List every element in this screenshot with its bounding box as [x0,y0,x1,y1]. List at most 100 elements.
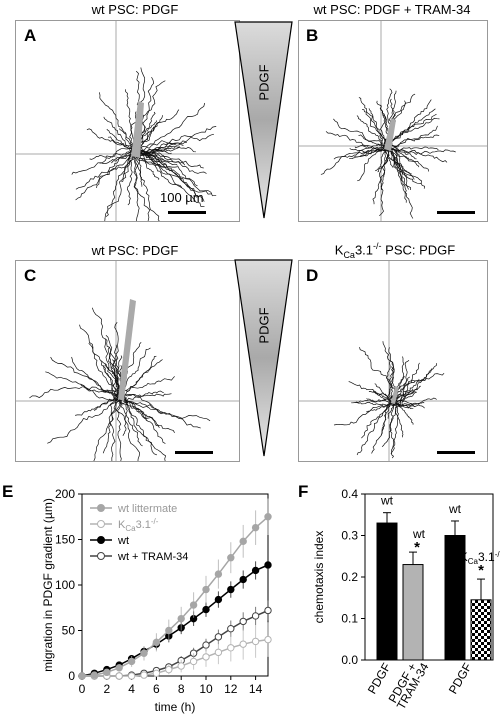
data-point [177,614,185,623]
cell-trajectory [71,146,132,175]
bar-label: wt [448,502,462,516]
legend-label: wt [117,535,129,547]
x-tick-label: 4 [128,682,135,696]
y-tick-label: 200 [55,487,75,501]
x-axis-label: time (h) [155,700,196,714]
cell-trajectory [140,133,214,149]
data-point [214,648,223,657]
data-point [115,664,123,672]
x-tick-label: 0 [79,682,86,696]
x-tick-label: 6 [153,682,160,696]
y-tick-label: 0.3 [341,529,358,543]
panel-b-trajectories [299,21,487,221]
cell-trajectory [351,402,390,408]
cell-trajectory [80,383,120,396]
legend-marker [97,520,105,528]
bar [470,599,492,661]
panel-c-title: wt PSC: PDGF [91,243,179,258]
bar-label: KCa3.1-/- [460,550,500,566]
cell-trajectory [123,400,211,422]
data-point [239,575,247,584]
panel-f-letter: F [298,482,309,501]
x-tick-label: 2 [103,682,110,696]
cell-trajectory [333,118,390,147]
data-point [202,585,210,594]
cell-trajectory [79,324,119,400]
gradient-wedge-top [234,21,293,219]
cell-trajectory [396,363,437,401]
y-tick-label: 0.4 [341,487,358,501]
cell-trajectory [116,397,160,428]
cell-trajectory [71,356,119,400]
data-point [227,644,235,652]
panel-d-trajectories [299,261,487,461]
panel-a-letter: A [24,26,37,45]
cell-trajectory [381,134,440,151]
cell-trajectory [388,366,394,397]
panel-c-letter: C [24,266,37,285]
series-line [81,516,269,677]
bar-label: wt [380,494,394,508]
cell-trajectory [113,398,140,472]
y-tick-label: 0.0 [341,653,358,667]
data-point [264,513,272,521]
data-point [264,606,272,615]
data-point [189,601,198,609]
gradient-label-top: PDGF [256,64,272,101]
cell-trajectory [138,147,196,156]
cell-trajectory [355,398,390,403]
cell-trajectory [398,402,425,407]
cell-trajectory [320,141,383,175]
data-point [90,671,99,679]
panel-b-plot [298,20,488,222]
cell-trajectory [103,365,120,399]
scale-bar-d [437,451,475,454]
cell-trajectory [94,393,119,412]
data-point [202,605,210,614]
cell-trajectory [374,147,392,172]
series [78,498,272,680]
cell-trajectory [117,397,143,447]
cell-trajectory [134,154,198,187]
cell-trajectory [389,403,395,459]
cell-trajectory [124,359,163,396]
cell-trajectory [380,143,388,190]
cell-trajectory [126,147,135,206]
cell-trajectory [133,153,165,231]
centroid-arrow [131,101,144,158]
data-point [227,624,235,633]
cell-trajectory [45,371,123,402]
gradient-label-bottom: PDGF [256,307,272,344]
cell-trajectory [140,146,176,156]
x-tick-label: 12 [224,682,238,696]
cell-trajectory [138,147,217,197]
data-point [239,617,247,626]
data-point [177,662,185,670]
y-tick-label: 100 [55,578,75,592]
cell-trajectory [138,150,207,174]
panel-a-title: wt PSC: PDGF [91,2,179,17]
gradient-wedge-bottom [234,259,293,457]
series [78,555,272,680]
cell-trajectory [333,401,392,426]
legend-label: wt + TRAM-34 [117,551,188,563]
chart-e: 0 50 100 150 200 0 2 4 6 8 10 12 14 time (h) migration… [41,487,272,714]
x-tick-label: 10 [199,682,213,696]
data-point [251,566,260,575]
cell-trajectory [121,397,167,463]
panel-c-plot [15,260,240,479]
cell-trajectory [398,404,414,425]
data-point [227,554,235,562]
data-point [239,640,247,648]
cell-trajectory [390,150,410,190]
legend-label: wt littermate [117,503,177,515]
series-line [81,564,269,677]
data-point [227,585,235,594]
cell-trajectory [116,397,123,470]
y-tick-label: 0.2 [341,570,358,584]
series-line [82,638,269,677]
panel-b-letter: B [306,26,319,45]
cell-trajectory [75,155,134,201]
cell-trajectory [398,360,410,406]
